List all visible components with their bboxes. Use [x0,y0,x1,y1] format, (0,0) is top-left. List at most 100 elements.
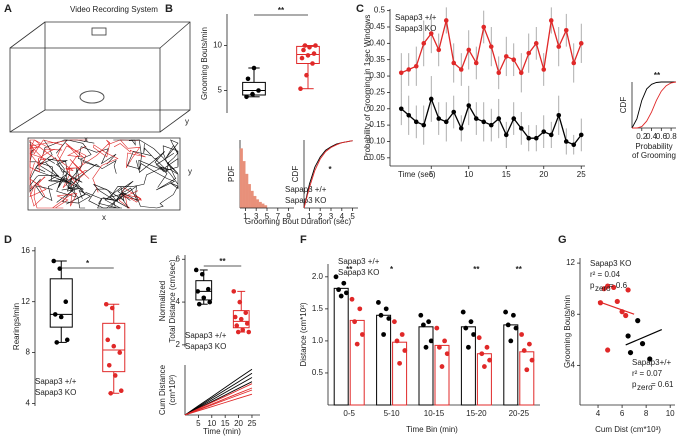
data-point [605,347,611,353]
marker [458,67,464,72]
legend-entry: Sapap3 +/+ [338,257,380,266]
marker [578,41,584,46]
y-tick-label: 0.5 [312,368,324,377]
marker [451,60,457,66]
data-point [463,325,469,331]
y-axis-label: Rearings/min [12,303,21,350]
y-axis-label: Grooming Bouts/min [563,295,572,368]
data-point [299,55,305,61]
x-tick-label: 20 [234,419,243,428]
marker [436,116,442,121]
panel-label: F [300,234,307,246]
marker [548,132,554,138]
x-tick-label: 3 [254,212,259,221]
y-tick-label: 4 [176,297,181,306]
back-face [44,21,191,111]
x-tick-label: 5 [265,212,270,221]
marker [541,129,547,134]
hist-bar [261,203,265,209]
box [49,278,73,328]
data-point [235,329,241,335]
bar [376,314,392,406]
data-point [58,314,64,320]
data-point [503,309,508,315]
data-point [418,312,424,318]
legend-entry: Sapap3 +/+ [35,377,77,386]
data-point [352,319,357,325]
marker [518,126,524,131]
marker [451,109,457,115]
trajectory [29,139,87,187]
data-point [244,321,250,326]
y-axis-label: PDF [227,166,236,182]
annotation: r² = 0.04 [590,270,621,279]
data-point [103,301,109,307]
y-axis-label: Grooming Bouts/min [200,27,209,100]
marker [526,50,532,56]
trajectory [35,160,81,202]
x-tick-label: 0.6 [656,132,668,141]
significance: ** [654,71,661,80]
x-axis-label: of Grooming [632,151,676,160]
diagram-axis: x [102,213,106,222]
series-line [184,389,253,416]
x-axis-label: Cum Dist (cm*10³) [595,425,661,434]
data-point [397,360,402,366]
y-axis-label: Normalized [158,281,167,321]
data-point [625,287,631,293]
marker [511,116,517,121]
x-tick-label: 0.8 [666,132,678,141]
data-point [487,357,492,363]
marker [503,132,509,138]
data-point [105,337,111,343]
marker [436,47,442,53]
marker [533,41,539,46]
marker [578,132,584,138]
marker [548,18,554,23]
data-point [357,306,363,312]
data-point [468,319,474,325]
marker [473,116,479,121]
data-point [250,91,255,97]
annotation: zero [595,284,611,293]
data-point [243,310,249,316]
series-line [303,140,353,209]
front-face [9,47,161,133]
y-tick-label: 4 [26,399,31,408]
significance: * [390,265,394,274]
legend-entry: Sapap3 KO [338,268,379,277]
trajectory [88,186,125,209]
panel-label: D [4,234,12,246]
data-point [118,388,124,394]
annotation: = 0.6 [609,281,628,290]
x-tick-label: 15-20 [466,409,487,418]
data-point [383,306,389,312]
bar [476,353,492,406]
series-line [632,81,677,129]
data-point [341,280,347,286]
x-tick-label: 7 [276,212,281,221]
marker [443,18,449,23]
annotation: p [590,281,595,290]
data-point [117,350,123,355]
data-point [244,94,249,100]
x-tick-label: 20 [539,170,548,179]
box [102,322,126,373]
y-axis-label: CDF [291,166,300,183]
panel-label: E [150,234,157,246]
series-line [184,368,253,416]
y-tick-label: 8 [26,348,31,357]
y-axis-label: Total Distance (cm/sec) [168,259,177,342]
data-point [471,332,476,337]
data-point [460,309,466,315]
legend-entry: Sapap3 KO [395,24,436,33]
significance: ** [219,257,226,266]
data-point [199,271,205,277]
x-tick-label: 4 [596,409,601,418]
data-point [305,53,311,58]
data-point [207,299,213,305]
y-axis-label: Cum Distance [158,364,167,415]
y-axis-label: Probability of Grooming in 1sec Windows [363,15,372,161]
data-point [310,61,315,66]
y-tick-label: 2 [176,340,181,349]
